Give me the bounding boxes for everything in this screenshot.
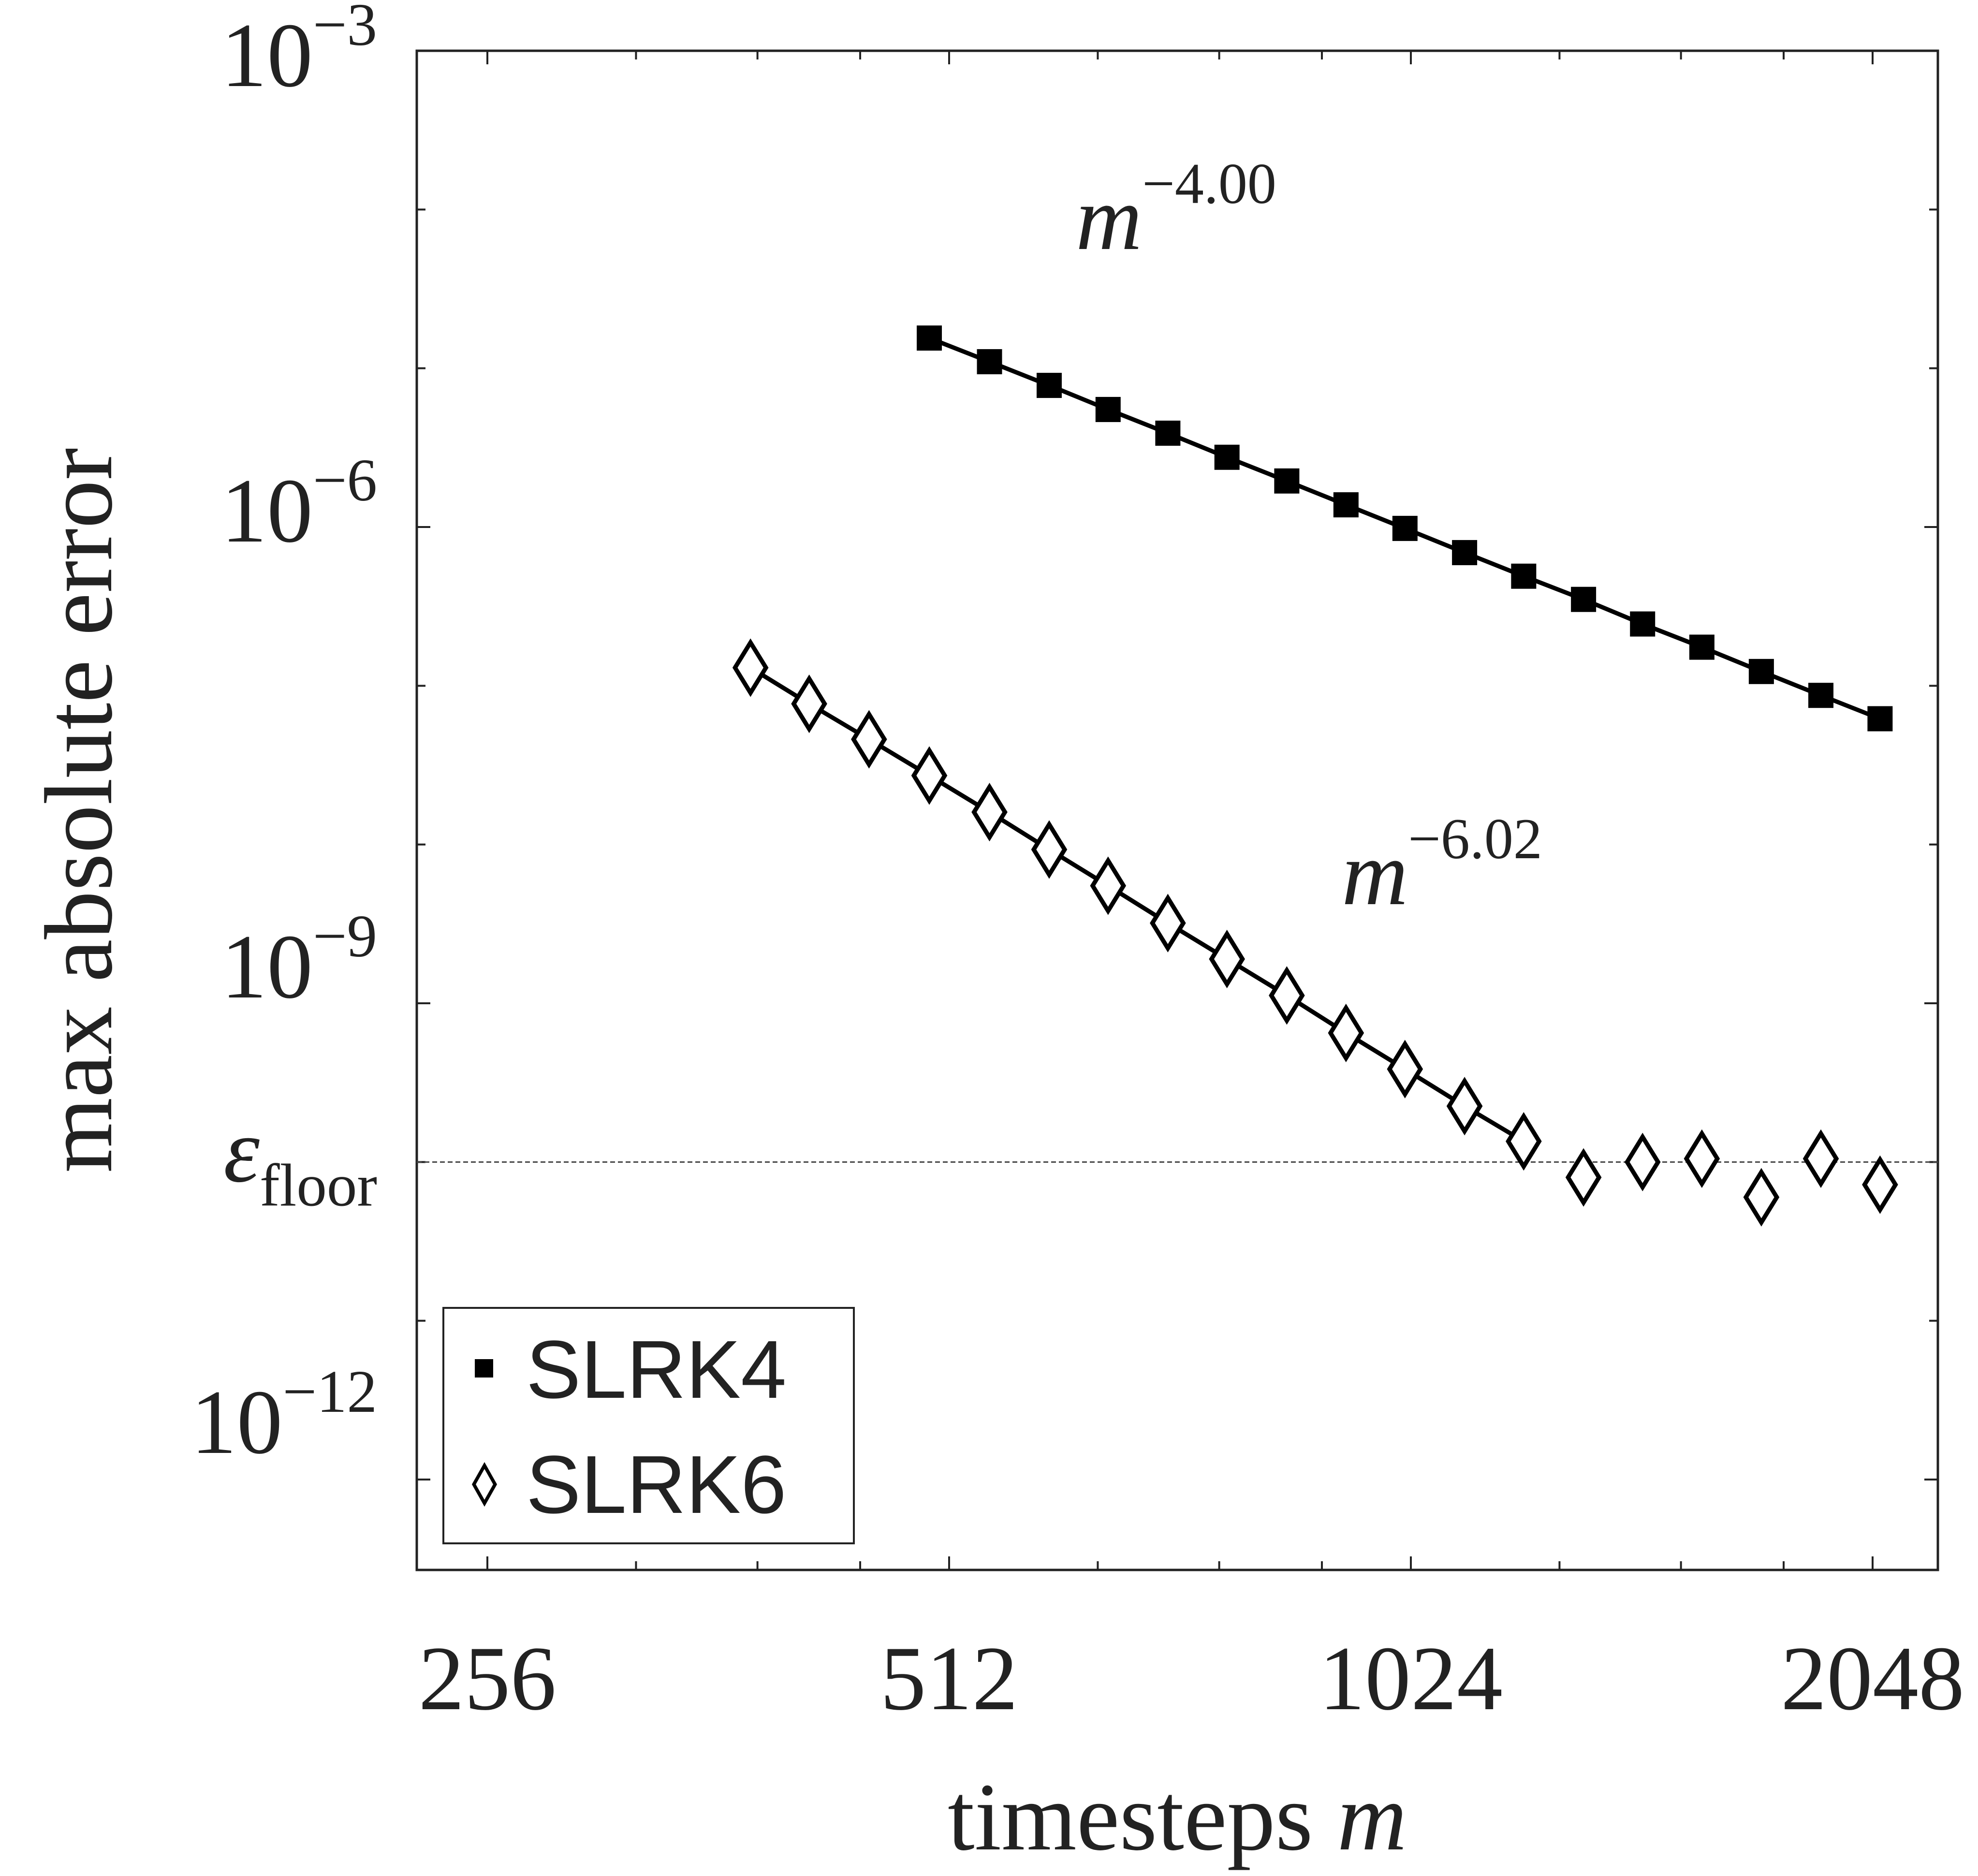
slrk6-data-point (1446, 1077, 1483, 1136)
slrk6-data-point (1506, 1112, 1542, 1171)
slrk4-data-point (977, 349, 1002, 375)
slrk4-data-point (1571, 586, 1597, 612)
y-tick-label: 10−9 (221, 903, 377, 1018)
slrk6-data-point (1862, 1155, 1898, 1214)
minor-ticks (417, 51, 1938, 1570)
slrk4-data-point (1808, 683, 1834, 708)
major-ticks (417, 50, 1938, 1570)
slrk6-slope-label: m−6.02 (1342, 806, 1542, 924)
slrk4-data-point (1630, 611, 1656, 637)
slrk6-points (732, 638, 1898, 1227)
slrk6-data-point (1209, 929, 1245, 989)
y-tick-label: 10−6 (221, 447, 377, 562)
slrk6-data-point (851, 710, 887, 769)
slrk6-data-point (1743, 1168, 1780, 1227)
legend-marker-slrk4 (475, 1359, 493, 1378)
legend-box (442, 1307, 855, 1544)
slrk4-data-point (1274, 468, 1300, 494)
slrk6-data-point (732, 638, 769, 697)
slrk6-data-point (1684, 1129, 1720, 1188)
slrk6-data-point (971, 783, 1008, 842)
slrk6-data-point (1387, 1040, 1423, 1099)
slrk4-data-point (1333, 492, 1359, 518)
x-tick-label: 512 (880, 1628, 1018, 1729)
x-axis-label: timesteps m (948, 1764, 1407, 1871)
slrk6-data-point (911, 746, 948, 805)
slrk6-data-point (1150, 894, 1186, 953)
slrk6-data-point (1090, 856, 1127, 915)
y-tick-label: 10−3 (221, 0, 377, 106)
slrk6-data-point (1269, 966, 1305, 1025)
slrk4-data-point (917, 325, 942, 351)
legend-label-slrk6: SLRK6 (526, 1439, 787, 1531)
slrk6-data-point (1802, 1129, 1839, 1188)
slrk4-data-point (1214, 444, 1240, 470)
slrk4-data-point (1095, 396, 1121, 422)
y-axis-label: max absolute error (26, 448, 132, 1172)
slrk6-data-point (791, 674, 827, 733)
slrk6-data-point (1565, 1148, 1602, 1207)
x-tick-label: 2048 (1781, 1628, 1964, 1729)
slrk6-data-point (1328, 1003, 1364, 1063)
slrk4-data-point (1689, 634, 1714, 660)
slrk4-data-point (1392, 515, 1418, 541)
slrk4-slope-label: m−4.00 (1076, 151, 1276, 269)
slrk6-data-point (1031, 820, 1068, 879)
x-tick-label: 256 (419, 1628, 557, 1729)
y-tick-label: 10−12 (191, 1359, 378, 1473)
x-tick-label: 1024 (1319, 1628, 1503, 1729)
legend-marker-slrk6 (471, 1462, 498, 1507)
slrk4-data-point (1155, 420, 1181, 446)
slrk4-data-point (1748, 659, 1774, 684)
slrk4-data-point (1867, 706, 1893, 732)
slrk4-data-point (1511, 563, 1537, 589)
slrk4-points (917, 325, 1893, 732)
floor-label: εfloor (223, 1100, 377, 1219)
x-tick-labels: 256 512 1024 2048 (419, 1628, 1965, 1729)
slrk4-data-point (1036, 373, 1062, 398)
y-tick-labels: 10−3 10−6 10−9 10−12 (191, 0, 378, 1473)
legend: SLRK4 SLRK6 (442, 1307, 855, 1544)
legend-label-slrk4: SLRK4 (526, 1324, 787, 1416)
slrk4-data-point (1452, 540, 1478, 565)
slrk6-data-point (1624, 1132, 1661, 1191)
